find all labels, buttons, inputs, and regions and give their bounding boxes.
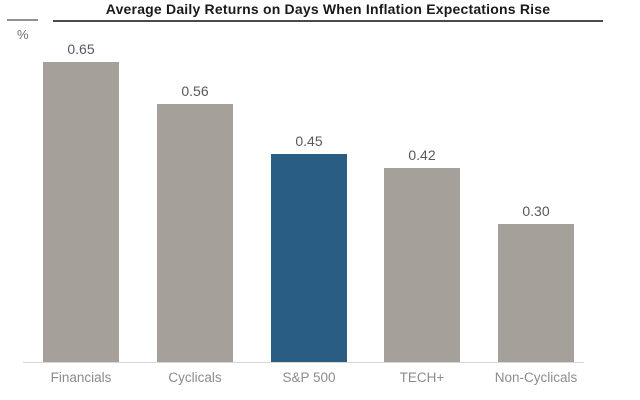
bar-value-label: 0.45	[295, 133, 323, 149]
bar-value-label: 0.42	[408, 147, 436, 163]
axis-top-tick-line	[7, 19, 38, 21]
bar-value-label: 0.56	[181, 83, 209, 99]
chart-title: Average Daily Returns on Days When Infla…	[53, 1, 603, 22]
bar-value-label: 0.65	[67, 41, 95, 57]
bar-s-p-500	[271, 154, 347, 362]
category-label: Cyclicals	[168, 370, 222, 385]
category-label: S&P 500	[282, 370, 336, 385]
bar-financials	[43, 62, 119, 362]
bar-tech-	[384, 168, 460, 362]
x-axis-line	[23, 362, 584, 363]
y-axis-unit-label: %	[17, 27, 29, 42]
category-label: TECH+	[399, 370, 445, 385]
bar-non-cyclicals	[498, 224, 574, 362]
category-label: Non-Cyclicals	[494, 370, 578, 385]
category-label: Financials	[50, 370, 112, 385]
bar-value-label: 0.30	[522, 203, 550, 219]
bar-cyclicals	[157, 104, 233, 362]
